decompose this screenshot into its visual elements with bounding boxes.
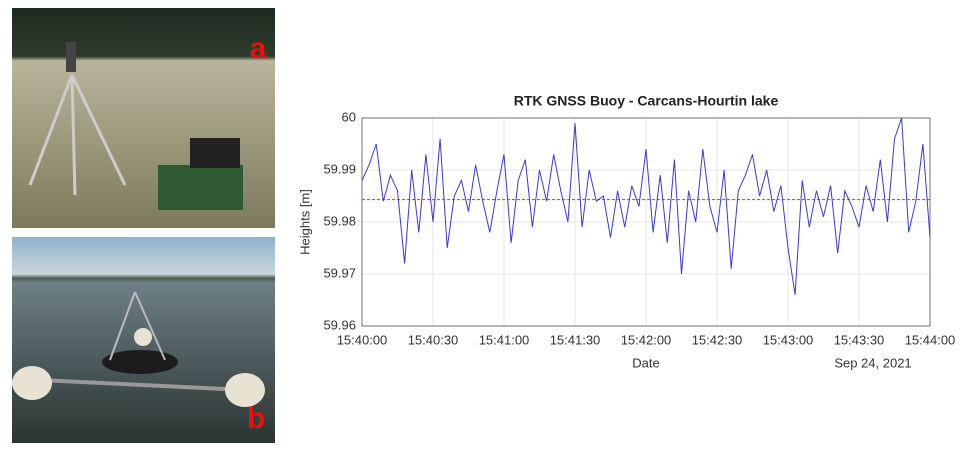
x-tick-label: 15:43:00 [763, 332, 814, 347]
y-tick-label: 60 [342, 109, 356, 124]
x-tick-label: 15:41:00 [479, 332, 530, 347]
y-tick-label: 59.98 [323, 213, 356, 228]
chart-title: RTK GNSS Buoy - Carcans-Hourtin lake [514, 93, 779, 109]
x-tick-label: 15:42:30 [692, 332, 743, 347]
x-tick-label: 15:40:30 [408, 332, 459, 347]
photo-a [12, 8, 275, 228]
y-tick-label: 59.96 [323, 317, 356, 332]
y-axis-label: Heights [m] [297, 189, 312, 255]
panel-label: b [247, 402, 265, 435]
x-tick-label: 15:44:00 [905, 332, 956, 347]
y-tick-label: 59.97 [323, 265, 356, 280]
panel-label: a [250, 32, 267, 65]
y-tick-label: 59.99 [323, 161, 356, 176]
photo-b [12, 237, 275, 443]
x-tick-label: 15:42:00 [621, 332, 672, 347]
x-tick-label: 15:41:30 [550, 332, 601, 347]
x-tick-label: 15:43:30 [834, 332, 885, 347]
axes-box [361, 117, 931, 327]
x-tick-label: 15:40:00 [337, 332, 388, 347]
data-line [361, 117, 931, 295]
x-axis-note: Sep 24, 2021 [834, 355, 911, 370]
x-axis-label: Date [632, 355, 659, 370]
